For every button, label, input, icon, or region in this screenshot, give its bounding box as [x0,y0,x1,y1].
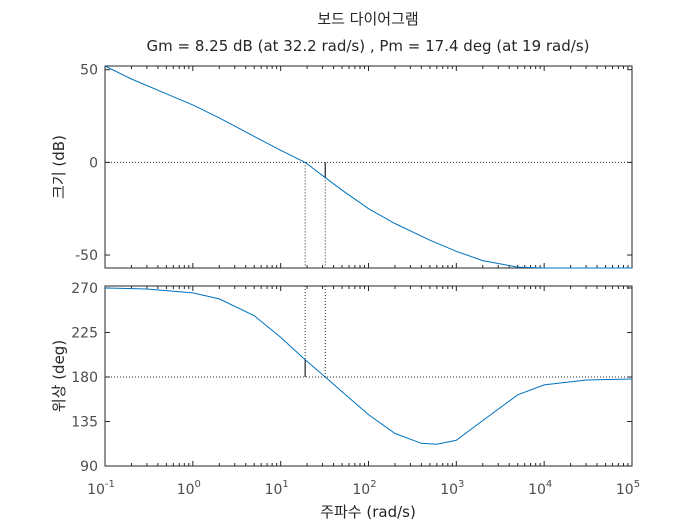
phase-axes-box [104,285,633,467]
x-tick-label: 100 [177,479,201,498]
y-tick-label: 90 [80,459,98,475]
x-tick-label: 101 [265,479,289,498]
y-tick-label: 50 [80,63,98,79]
magnitude-ticks: 50 0 -50 [75,63,633,268]
y-tick-label: 225 [71,325,98,341]
x-tick-label: 10-1 [87,479,115,498]
y-tick-label: 270 [71,281,98,297]
y-tick-label: 180 [71,370,98,386]
magnitude-plot: 50 0 -50 크기 (dB) [50,63,633,269]
y-tick-label: 0 [89,155,98,171]
chart-subtitle: Gm = 8.25 dB (at 32.2 rad/s) , Pm = 17.4… [147,37,590,55]
x-axis-label: 주파수 (rad/s) [320,503,416,521]
phase-ylabel: 위상 (deg) [50,340,68,412]
magnitude-axes-box [104,65,633,269]
x-tick-label: 105 [616,479,640,498]
magnitude-ylabel: 크기 (dB) [50,135,68,199]
phase-plot: 270 225 180 135 90 위상 (deg) [50,281,633,475]
phase-series-line [104,287,633,445]
chart-title: 보드 다이어그램 [317,10,418,28]
magnitude-series-line [104,65,632,269]
x-tick-label: 104 [528,479,552,498]
phase-ticks: 270 225 180 135 90 [71,281,633,475]
x-tick-label: 103 [440,479,464,498]
x-tick-labels: 10-1 100 101 102 103 104 105 [87,479,640,498]
magnitude-margin-markers [304,162,326,268]
y-tick-label: -50 [75,248,98,264]
x-tick-label: 102 [352,479,376,498]
y-tick-label: 135 [71,414,98,430]
phase-margin-markers [304,286,326,377]
